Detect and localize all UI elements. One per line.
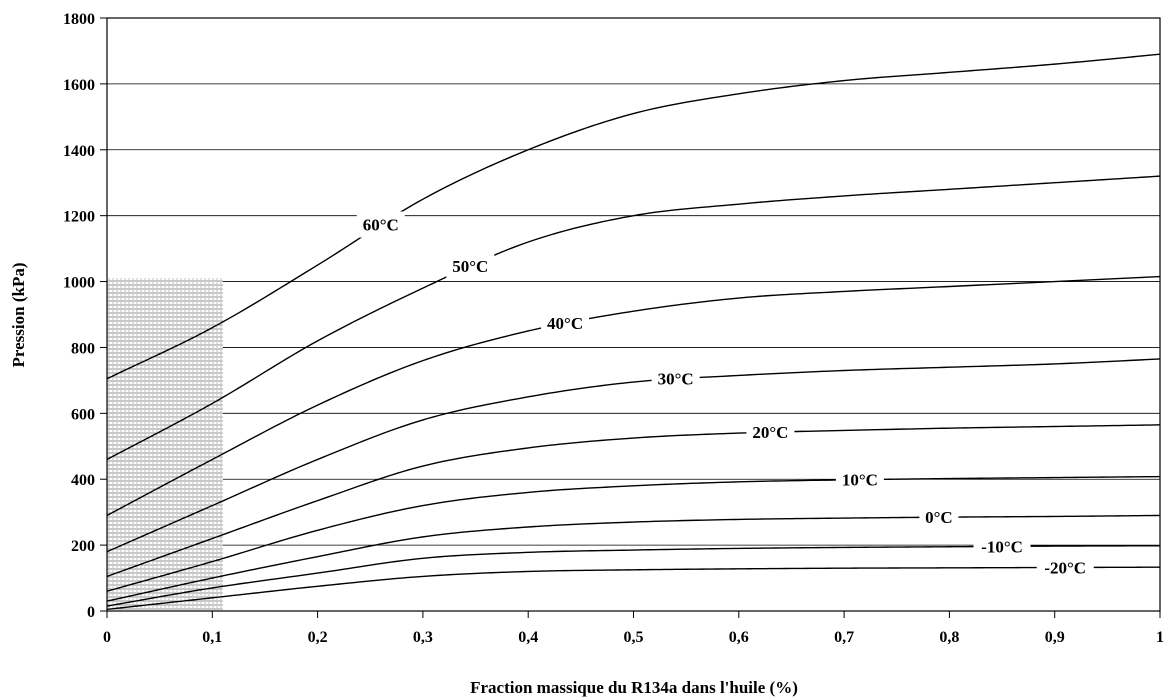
curve-label-bg [973,533,1031,560]
x-tick-label: 0,2 [308,629,328,646]
curve-label: -10°C [981,537,1023,556]
series-line [106,514,1161,602]
x-tick-label: 0,7 [834,629,854,646]
x-tick-label: 0,4 [518,629,538,646]
y-tick-label: 1200 [63,209,95,226]
x-tick-label: 0 [103,629,111,646]
curve-label: 60°C [363,216,399,235]
curve-label: 40°C [547,314,583,333]
curve-label-bg [446,252,495,279]
y-tick-label: 200 [71,538,95,555]
plot-frame [106,17,1161,612]
curve-label-bg [541,310,590,337]
series-line [106,475,1161,592]
curve-label: 0°C [925,508,953,527]
series-line [106,358,1161,553]
x-tick-label: 1 [1156,629,1164,646]
y-tick-label: 800 [71,340,95,357]
x-tick-label: 0,3 [413,629,433,646]
curve-label-bg [919,504,959,531]
y-tick-label: 0 [87,604,95,621]
curve-label: -20°C [1044,558,1086,577]
x-tick-label: 0,8 [939,629,959,646]
y-tick-label: 1600 [63,77,95,94]
curve-label: 30°C [658,370,694,389]
curve-label: 10°C [842,471,878,490]
series-line [106,566,1161,611]
y-tick-label: 400 [71,472,95,489]
curve-label: 20°C [752,423,788,442]
y-tick-label: 600 [71,406,95,423]
curve-labels: 60°C 50°C 40°C 30°C 20°C 10°C 0°C -10°C -20°C [356,211,1094,581]
y-tick-label: 1800 [63,11,95,28]
series-line [106,175,1161,461]
y-tick-label: 1400 [63,143,95,160]
series-line [106,53,1161,380]
curve-label: 50°C [452,257,488,276]
curve-label-bg [1036,554,1094,581]
y-axis-title: Pression (kPa) [9,263,28,368]
curve-label-bg [835,466,884,493]
x-tick-label: 0,6 [729,629,749,646]
x-tick-label: 0,9 [1045,629,1065,646]
x-axis-title: Fraction massique du R134a dans l'huile … [470,678,798,697]
shaded-area [107,278,223,611]
x-tick-label: 0,5 [624,629,644,646]
shaded-region [107,278,223,611]
curve-label-bg [746,419,795,446]
series-line [106,424,1161,578]
x-tick-label: 0,1 [202,629,222,646]
curve-label-bg [356,211,405,238]
series-lines [106,53,1161,611]
y-tick-label: 1000 [63,275,95,292]
series-line [106,275,1161,517]
curve-label-bg [651,365,700,392]
grid-lines [107,17,1160,546]
axes: 0 200 400 600 800 1000 1200 1400 1600 1800 0 0,1 0,2… [63,11,1164,646]
